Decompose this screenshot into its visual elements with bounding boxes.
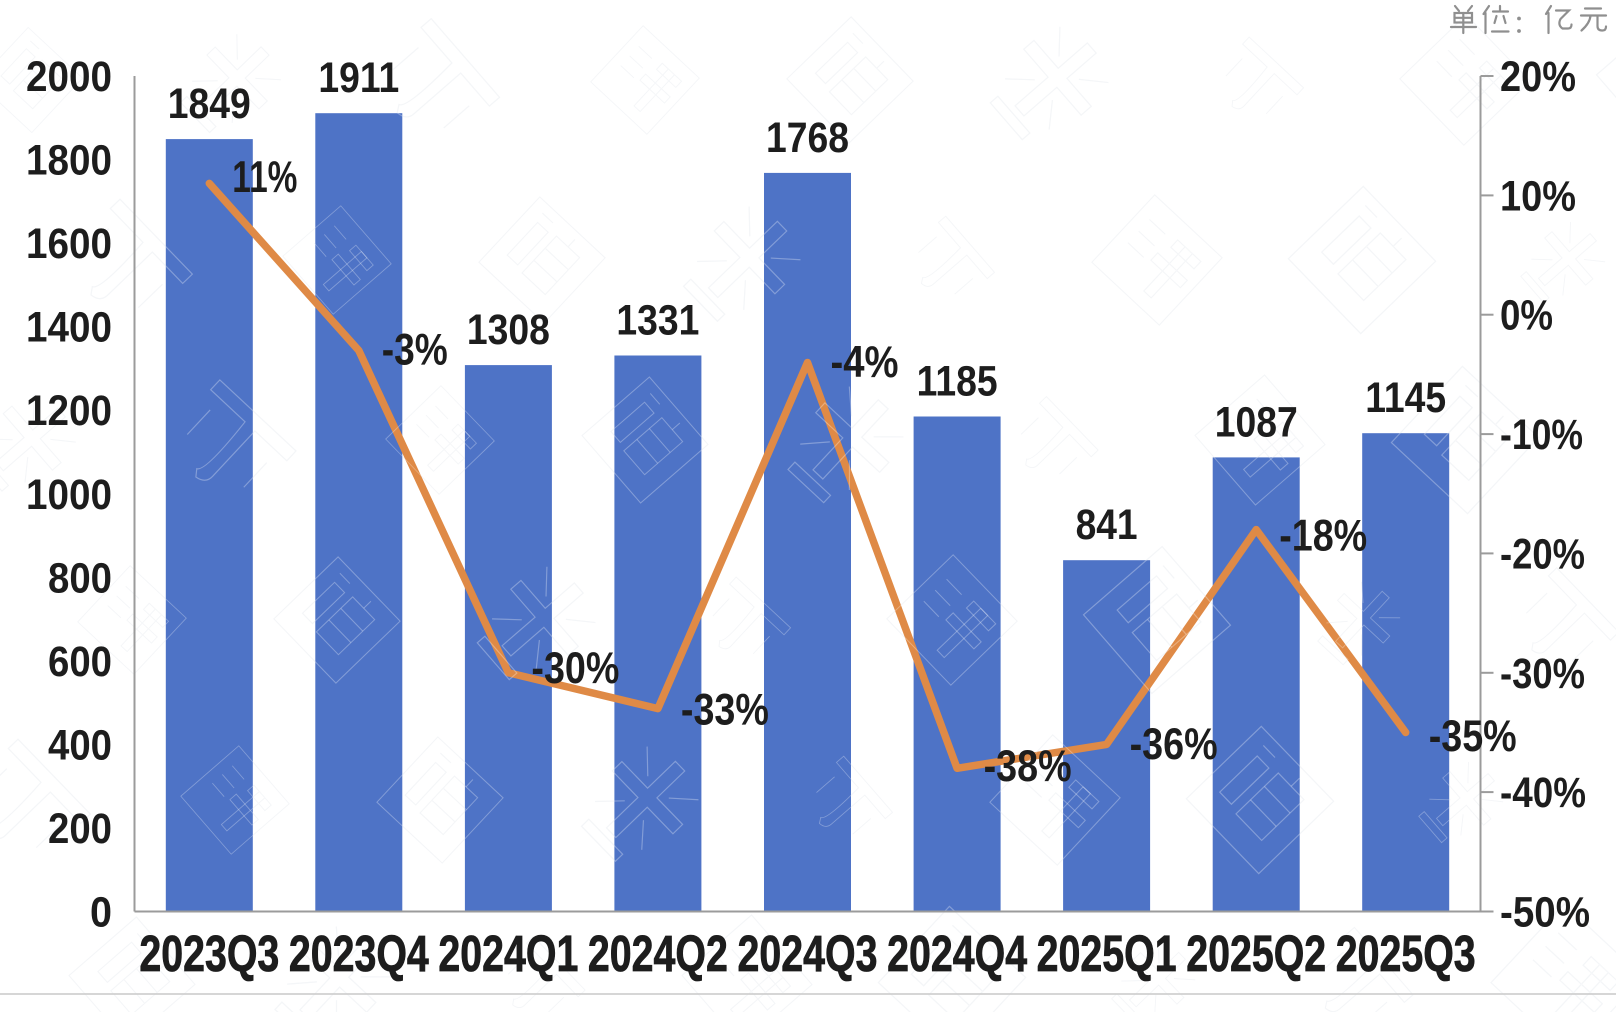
svg-text:2000: 2000 xyxy=(26,52,112,100)
svg-text:2024Q4: 2024Q4 xyxy=(887,925,1028,982)
svg-text:2023Q4: 2023Q4 xyxy=(289,925,430,982)
svg-text:1185: 1185 xyxy=(917,357,998,405)
svg-text:10%: 10% xyxy=(1500,171,1576,220)
svg-text:1200: 1200 xyxy=(26,386,112,434)
svg-text:0: 0 xyxy=(90,888,112,936)
svg-text:0%: 0% xyxy=(1500,292,1553,339)
svg-text:1308: 1308 xyxy=(467,306,550,354)
svg-text:1600: 1600 xyxy=(26,219,112,267)
svg-text:400: 400 xyxy=(48,720,112,769)
svg-text:2023Q3: 2023Q3 xyxy=(139,925,279,982)
svg-text:200: 200 xyxy=(48,804,112,853)
svg-text:-40%: -40% xyxy=(1500,770,1586,817)
svg-text:2025Q3: 2025Q3 xyxy=(1336,925,1476,982)
svg-text:1849: 1849 xyxy=(168,80,251,128)
svg-text:1768: 1768 xyxy=(766,113,849,161)
svg-text:2024Q2: 2024Q2 xyxy=(588,925,728,982)
svg-text:-4%: -4% xyxy=(831,336,899,386)
svg-text:20%: 20% xyxy=(1500,52,1576,101)
svg-text:1800: 1800 xyxy=(26,136,112,184)
svg-text:1087: 1087 xyxy=(1215,398,1298,446)
svg-text:600: 600 xyxy=(48,637,112,686)
svg-text:11%: 11% xyxy=(232,152,297,202)
svg-text:2024Q3: 2024Q3 xyxy=(738,925,878,982)
svg-text:2025Q2: 2025Q2 xyxy=(1186,925,1326,982)
svg-text:1000: 1000 xyxy=(26,470,112,518)
svg-text:1400: 1400 xyxy=(26,303,112,351)
svg-text:-10%: -10% xyxy=(1500,411,1583,459)
svg-text:2024Q1: 2024Q1 xyxy=(438,925,578,982)
svg-text:800: 800 xyxy=(48,553,112,602)
svg-text:-38%: -38% xyxy=(984,741,1072,791)
svg-text:1911: 1911 xyxy=(318,54,399,102)
svg-text:-30%: -30% xyxy=(531,643,619,693)
svg-text:-30%: -30% xyxy=(1500,650,1585,697)
svg-text:1331: 1331 xyxy=(616,296,699,344)
svg-text:841: 841 xyxy=(1076,501,1138,549)
svg-text:-36%: -36% xyxy=(1130,719,1218,769)
svg-text:1145: 1145 xyxy=(1365,374,1446,422)
svg-text:-33%: -33% xyxy=(681,685,769,735)
svg-text:-20%: -20% xyxy=(1500,531,1585,578)
svg-text:-50%: -50% xyxy=(1500,888,1590,936)
svg-text:-18%: -18% xyxy=(1279,510,1367,560)
svg-text:-35%: -35% xyxy=(1429,711,1517,761)
svg-text:2025Q1: 2025Q1 xyxy=(1037,925,1177,982)
svg-text:-3%: -3% xyxy=(382,325,448,375)
